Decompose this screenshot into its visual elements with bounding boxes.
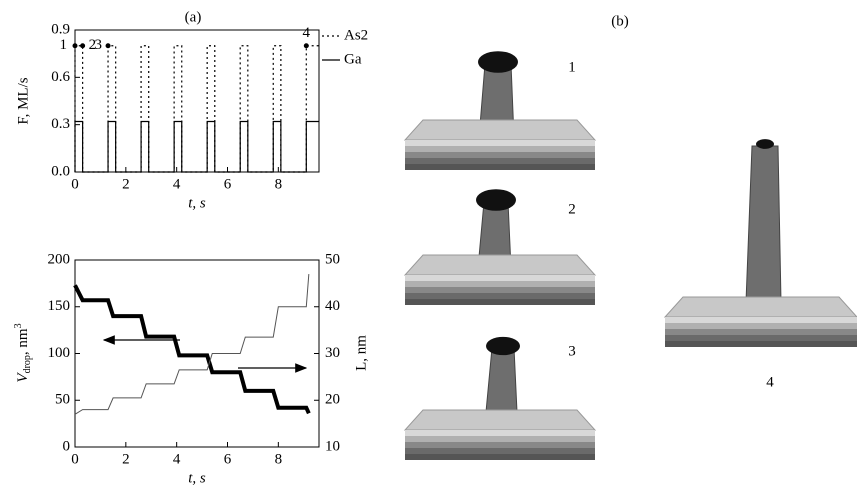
x-tick-label: 8 (275, 176, 283, 192)
substrate-layer (405, 299, 595, 305)
substrate-top (663, 296, 857, 318)
substrate-layer (405, 454, 595, 460)
x-tick-label: 2 (122, 451, 130, 467)
image-label: 2 (568, 201, 576, 217)
flux-line (74, 45, 319, 173)
image-label: 3 (568, 343, 576, 359)
substrate-layer (665, 317, 857, 323)
x-tick-label: 4 (173, 451, 181, 467)
point-label: 1 (60, 37, 68, 53)
y2-tick-label: 20 (325, 392, 340, 408)
x-tick-label: 6 (224, 176, 232, 192)
panel-label: (b) (611, 13, 629, 29)
substrate-layer (405, 158, 595, 164)
substrate-layer (405, 448, 595, 454)
y-tick-label: 0.6 (51, 69, 70, 85)
y2-tick-label: 10 (325, 438, 340, 454)
substrate-layer (665, 341, 857, 347)
y-tick-label: 0.0 (51, 163, 70, 179)
legend-label: Ga (344, 51, 362, 67)
substrate-layer (405, 287, 595, 293)
y-tick-label: 150 (48, 298, 71, 314)
y2-tick-label: 30 (325, 345, 340, 361)
point-label: 4 (303, 25, 311, 41)
y-tick-label: 0.3 (51, 116, 70, 132)
y-axis-label-part: 3 (13, 323, 24, 328)
panel-label: (a) (185, 9, 202, 25)
droplet (486, 336, 520, 356)
marker-point (303, 43, 309, 49)
y2-tick-label: 40 (325, 298, 340, 314)
y-tick-label: 0 (63, 438, 71, 454)
x-axis-label: t, s (188, 470, 206, 486)
point-label: 2 (89, 37, 97, 53)
image-label: 1 (568, 59, 576, 75)
plot-frame (74, 29, 320, 173)
nanowire (745, 145, 782, 303)
droplet (476, 189, 516, 211)
substrate-layer (405, 430, 595, 436)
image-label: 4 (766, 374, 774, 390)
substrate-layer (405, 152, 595, 158)
marker-point (80, 43, 86, 49)
y-tick-label: 50 (55, 392, 70, 408)
y-tick-label: 100 (48, 345, 71, 361)
substrate-layer (405, 164, 595, 170)
droplet (478, 51, 518, 73)
y2-axis-label: L, nm (353, 335, 369, 371)
x-tick-label: 0 (71, 176, 79, 192)
x-tick-label: 6 (224, 451, 232, 467)
x-axis-label: t, s (188, 195, 206, 211)
marker-point (72, 43, 78, 49)
marker-point (105, 43, 111, 49)
substrate-layer (665, 329, 857, 335)
nanowire (485, 347, 518, 413)
substrate-layer (405, 275, 595, 281)
substrate-top (403, 409, 597, 431)
substrate-top (403, 254, 597, 276)
substrate-layer (405, 436, 595, 442)
y-axis-label-part: V (15, 372, 31, 383)
substrate-layer (665, 323, 857, 329)
x-tick-label: 8 (275, 451, 283, 467)
y-tick-label: 0.9 (51, 21, 70, 37)
legend-label: As2 (344, 27, 368, 43)
y-axis-label-part: drop (22, 355, 33, 373)
y-tick-label: 200 (48, 251, 71, 267)
substrate-top (403, 119, 597, 141)
y2-tick-label: 50 (325, 251, 340, 267)
droplet (756, 139, 774, 149)
point-label: 3 (95, 37, 103, 53)
substrate-layer (405, 146, 595, 152)
x-tick-label: 0 (71, 451, 79, 467)
data-line (73, 284, 311, 415)
x-tick-label: 4 (173, 176, 181, 192)
substrate-layer (405, 140, 595, 146)
data-line (74, 273, 310, 415)
y-axis-label: Vdrop, nm3 (13, 323, 33, 382)
flux-line (74, 120, 319, 173)
x-tick-label: 2 (122, 176, 130, 192)
substrate-layer (665, 335, 857, 341)
y-axis-label-part: , nm (15, 328, 31, 355)
substrate-layer (405, 293, 595, 299)
substrate-layer (405, 281, 595, 287)
y-axis-label: F, ML/s (15, 77, 31, 124)
substrate-layer (405, 442, 595, 448)
